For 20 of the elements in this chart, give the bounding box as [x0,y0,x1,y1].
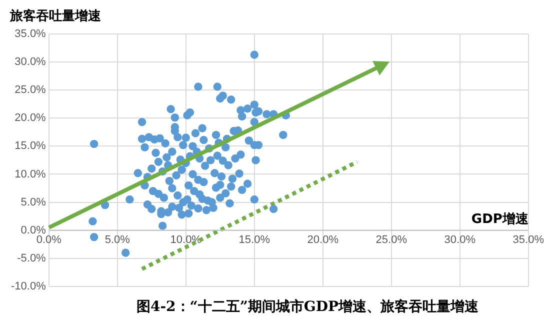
y-tick-label: 20.0% [14,112,46,124]
y-axis-title: 旅客吞吐量增速 [9,8,102,24]
y-tick-label: -5.0% [17,252,46,264]
y-tick-label: 0.0% [20,224,46,236]
y-tick-label: 15.0% [14,140,46,152]
y-tick-label: 35.0% [14,28,46,40]
x-tick-label: 35.0% [512,234,544,246]
x-tick-label: 30.0% [444,234,476,246]
y-tick-label: 10.0% [14,168,46,180]
x-tick-label: 5.0% [104,234,130,246]
x-tick-label: 20.0% [307,234,339,246]
x-tick-label: 25.0% [376,234,408,246]
text: 图4-2：“十二五”期间城市GDP增速、旅客吞吐量增速 [135,298,480,316]
y-tick-label: 5.0% [20,196,46,208]
y-tick-label: 25.0% [14,84,46,96]
x-tick-label: 15.0% [238,234,270,246]
y-tick-label: 30.0% [14,56,46,68]
y-tick-label: -10.0% [10,280,46,292]
x-tick-label: 0.0% [36,234,62,246]
x-axis-title: GDP增速 [471,212,530,228]
